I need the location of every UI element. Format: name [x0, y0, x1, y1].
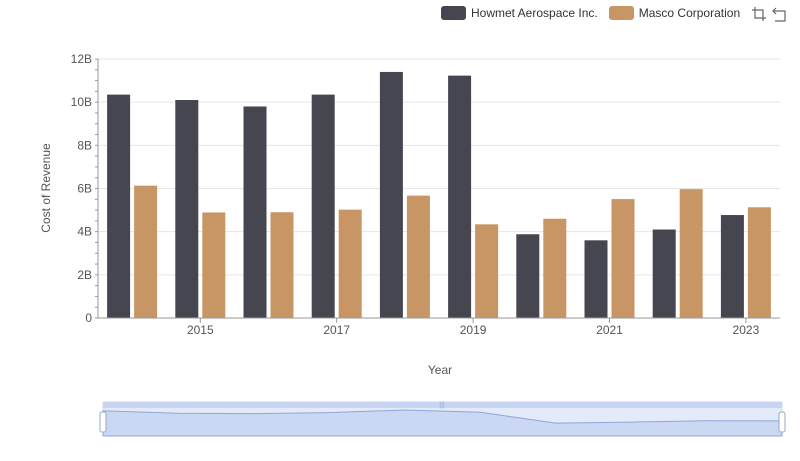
bar-howmet-2020[interactable] [516, 234, 540, 318]
y-tick-label: 12B [71, 52, 92, 66]
y-tick-label: 6B [77, 182, 92, 196]
zoom-top-bar[interactable] [103, 402, 782, 408]
bar-masco-2014[interactable] [134, 185, 158, 318]
y-tick-label: 10B [71, 95, 92, 109]
x-axis-title: Year [428, 363, 452, 377]
bar-masco-2023[interactable] [747, 207, 771, 318]
legend-swatch-masco [608, 6, 634, 20]
x-tick-label: 2023 [733, 323, 760, 337]
y-tick-label: 2B [77, 268, 92, 282]
x-tick-label: 2017 [323, 323, 350, 337]
bar-howmet-2018[interactable] [379, 71, 403, 318]
bar-howmet-2022[interactable] [652, 229, 676, 318]
zoom-grip-icon[interactable]: ||| [439, 402, 445, 409]
y-tick-label: 0 [85, 311, 92, 325]
zoom-handle-right[interactable] [778, 411, 786, 433]
bar-howmet-2015[interactable] [175, 100, 199, 318]
bar-masco-2022[interactable] [679, 189, 703, 318]
bar-howmet-2019[interactable] [448, 75, 472, 318]
bar-howmet-2021[interactable] [584, 240, 608, 318]
grid-lines [98, 58, 780, 276]
bar-masco-2018[interactable] [406, 195, 430, 318]
restore-icon[interactable] [771, 6, 787, 22]
legend: Howmet Aerospace Inc. Masco Corporation [441, 4, 751, 22]
legend-label-howmet: Howmet Aerospace Inc. [471, 6, 598, 20]
bar-masco-2015[interactable] [202, 212, 226, 318]
toolbox [747, 6, 787, 22]
x-tick-label: 2015 [187, 323, 214, 337]
y-axis-title: Cost of Revenue [39, 143, 53, 233]
bar-masco-2017[interactable] [338, 209, 362, 318]
bar-masco-2019[interactable] [475, 224, 499, 318]
y-axis: 0 2B 4B 6B 8B 10B 12B [71, 52, 99, 325]
legend-swatch-howmet [441, 6, 466, 20]
bars [107, 71, 771, 318]
bar-howmet-2023[interactable] [720, 215, 744, 318]
legend-item-masco[interactable]: Masco Corporation [608, 6, 741, 20]
legend-item-howmet[interactable]: Howmet Aerospace Inc. [441, 6, 598, 20]
x-axis: 2015 2017 2019 2021 2023 [98, 317, 780, 337]
y-tick-label: 4B [77, 225, 92, 239]
x-tick-label: 2021 [596, 323, 623, 337]
x-tick-label: 2019 [460, 323, 487, 337]
bar-masco-2020[interactable] [543, 218, 567, 318]
bar-howmet-2016[interactable] [243, 106, 267, 318]
bar-masco-2021[interactable] [611, 199, 635, 318]
zoom-handle-left[interactable] [99, 411, 107, 433]
bar-masco-2016[interactable] [270, 212, 294, 318]
bar-howmet-2017[interactable] [311, 94, 335, 318]
data-zoom-slider[interactable]: ||| [99, 401, 786, 437]
legend-label-masco: Masco Corporation [638, 6, 741, 20]
y-tick-label: 8B [77, 138, 92, 152]
zoom-icon[interactable] [751, 6, 767, 22]
bar-howmet-2014[interactable] [107, 94, 131, 318]
